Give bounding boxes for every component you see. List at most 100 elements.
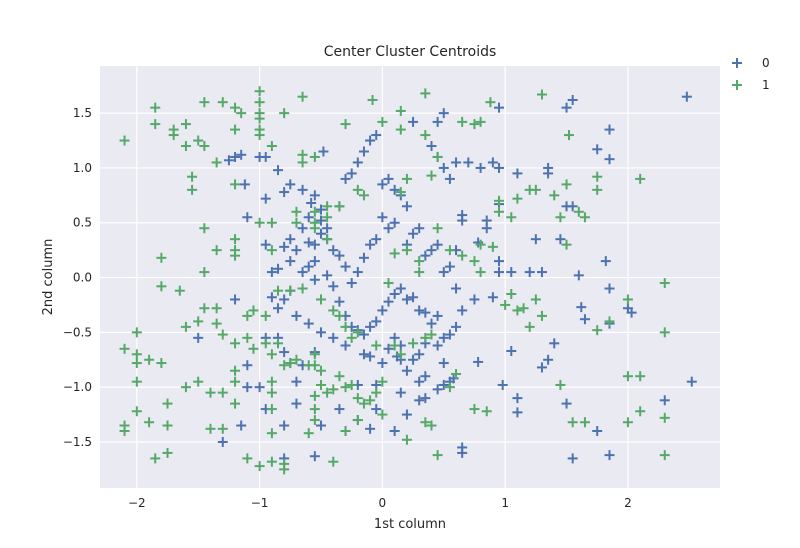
- data-point-series-1: [334, 201, 345, 212]
- data-point-series-0: [315, 228, 326, 239]
- y-tick-label: 1.0: [73, 161, 92, 175]
- data-point-series-0: [401, 201, 412, 212]
- data-point-series-0: [371, 234, 382, 245]
- data-point-series-0: [377, 179, 388, 190]
- data-point-series-1: [530, 294, 541, 305]
- data-point-series-0: [346, 278, 357, 289]
- data-point-series-1: [512, 305, 523, 316]
- data-point-series-0: [579, 314, 590, 325]
- data-point-series-1: [230, 102, 241, 113]
- data-point-series-0: [377, 212, 388, 223]
- data-point-series-1: [248, 305, 259, 316]
- data-point-series-1: [266, 387, 277, 398]
- data-point-series-0: [414, 395, 425, 406]
- data-point-series-1: [297, 283, 308, 294]
- data-point-series-0: [242, 360, 253, 371]
- data-point-series-1: [371, 340, 382, 351]
- data-point-series-1: [156, 252, 167, 263]
- data-point-series-0: [334, 250, 345, 261]
- data-point-series-0: [273, 303, 284, 314]
- data-point-series-1: [371, 387, 382, 398]
- data-point-series-0: [365, 135, 376, 146]
- data-point-series-0: [279, 420, 290, 431]
- data-point-series-0: [383, 223, 394, 234]
- data-point-series-0: [309, 190, 320, 201]
- data-point-series-1: [254, 97, 265, 108]
- data-point-series-0: [365, 321, 376, 332]
- data-point-series-0: [408, 292, 419, 303]
- data-point-series-1: [444, 382, 455, 393]
- data-point-series-0: [600, 256, 611, 267]
- data-point-series-1: [162, 447, 173, 458]
- data-point-series-1: [291, 206, 302, 217]
- data-point-series-0: [322, 270, 333, 281]
- data-point-series-1: [162, 398, 173, 409]
- data-point-series-1: [561, 179, 572, 190]
- data-point-series-1: [242, 310, 253, 321]
- data-point-series-1: [285, 358, 296, 369]
- data-point-series-1: [230, 124, 241, 135]
- data-point-series-1: [309, 404, 320, 415]
- data-point-series-1: [518, 303, 529, 314]
- data-point-series-0: [432, 384, 443, 395]
- data-point-series-1: [401, 245, 412, 256]
- data-point-series-1: [131, 327, 142, 338]
- x-tick-label: 0: [379, 496, 387, 510]
- data-point-series-1: [266, 141, 277, 152]
- data-point-series-1: [119, 343, 130, 354]
- data-point-series-1: [420, 332, 431, 343]
- data-point-series-1: [622, 294, 633, 305]
- legend-label-0: 0: [762, 56, 770, 70]
- data-point-series-1: [563, 130, 574, 141]
- data-point-series-1: [635, 173, 646, 184]
- data-point-series-0: [543, 354, 554, 365]
- data-point-series-1: [150, 119, 161, 130]
- data-point-series-1: [395, 124, 406, 135]
- data-point-series-0: [549, 338, 560, 349]
- data-point-series-1: [549, 190, 560, 201]
- data-point-series-0: [451, 157, 462, 168]
- data-point-series-1: [199, 267, 210, 278]
- data-point-series-0: [604, 124, 615, 135]
- data-point-series-0: [451, 283, 462, 294]
- data-point-series-0: [236, 149, 247, 160]
- x-tick-label: 1: [501, 496, 509, 510]
- data-point-series-1: [322, 201, 333, 212]
- data-point-series-1: [297, 91, 308, 102]
- data-point-series-0: [242, 382, 253, 393]
- data-point-series-0: [266, 292, 277, 303]
- data-point-series-1: [432, 450, 443, 461]
- data-point-series-0: [426, 318, 437, 329]
- data-point-series-1: [340, 321, 351, 332]
- data-point-series-1: [567, 417, 578, 428]
- data-point-series-0: [279, 241, 290, 252]
- data-point-series-0: [487, 157, 498, 168]
- data-point-series-1: [291, 217, 302, 228]
- data-point-series-0: [494, 267, 505, 278]
- data-point-series-1: [469, 404, 480, 415]
- data-point-series-1: [475, 267, 486, 278]
- data-point-series-1: [352, 393, 363, 404]
- data-point-series-0: [217, 436, 228, 447]
- data-point-series-0: [346, 168, 357, 179]
- data-point-series-0: [626, 307, 637, 318]
- data-point-series-1: [266, 245, 277, 256]
- data-point-series-0: [432, 116, 443, 127]
- data-point-series-1: [622, 371, 633, 382]
- data-point-series-0: [438, 108, 449, 119]
- data-point-series-1: [659, 450, 670, 461]
- data-point-series-0: [291, 398, 302, 409]
- data-point-series-0: [371, 316, 382, 327]
- data-point-series-0: [469, 294, 480, 305]
- data-point-series-0: [340, 173, 351, 184]
- data-point-series-0: [576, 302, 587, 313]
- data-point-series-0: [561, 398, 572, 409]
- data-point-series-0: [604, 283, 615, 294]
- data-point-series-0: [524, 267, 535, 278]
- data-point-series-1: [144, 417, 155, 428]
- data-point-series-1: [199, 97, 210, 108]
- data-point-series-0: [371, 130, 382, 141]
- data-point-series-0: [408, 116, 419, 127]
- data-point-series-1: [180, 382, 191, 393]
- data-point-series-0: [315, 204, 326, 215]
